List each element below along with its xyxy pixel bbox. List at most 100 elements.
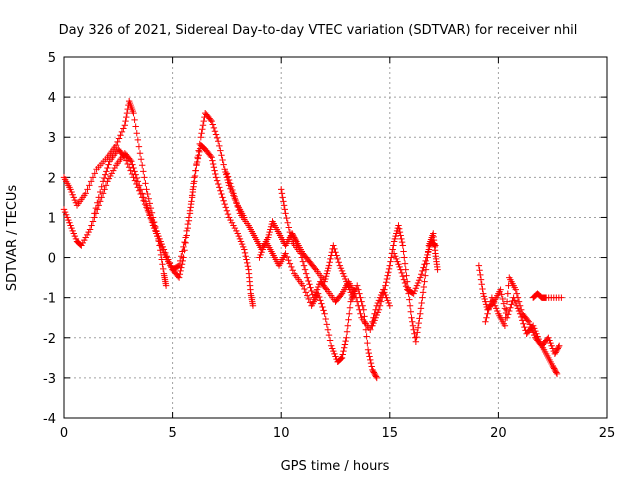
data-point-2-7-2 (149, 219, 157, 226)
data-point-1-23-5 (218, 190, 225, 198)
data-point-0-1-1 (68, 188, 75, 196)
data-point-7-3-1 (411, 287, 418, 295)
data-point-6-5-5 (398, 238, 406, 246)
data-point-4-17-3 (367, 356, 374, 364)
data-point-6-5-3 (397, 232, 404, 239)
data-point-0-11-1 (144, 190, 151, 198)
data-point-3-16 (325, 262, 333, 269)
data-point-1-5-5 (102, 182, 110, 189)
data-point-2-15-2 (199, 126, 206, 133)
data-point-2-5-1 (131, 177, 139, 184)
data-point-5-3-4 (301, 266, 309, 273)
data-point-7-6-4 (430, 240, 438, 248)
data-point-7-1-3 (400, 276, 408, 283)
data-point-5-11-2 (354, 298, 361, 305)
series-5 (278, 186, 393, 333)
data-point-6-10-1 (417, 305, 425, 312)
data-point-5-11-1 (352, 294, 360, 301)
data-point-6-1-5 (381, 286, 388, 293)
data-point-6-4 (390, 238, 398, 245)
data-point-6-0-4 (373, 311, 380, 319)
data-point-3-1-2 (232, 196, 239, 204)
data-point-7-4-5 (422, 257, 429, 265)
data-point-0-11-4 (147, 204, 155, 212)
data-point-5-0-1 (278, 190, 286, 197)
data-point-6-9-3 (414, 324, 422, 331)
data-point-0-10-2 (138, 162, 146, 169)
data-point-1-30 (249, 302, 257, 309)
y-tick-label-8: 4 (48, 91, 56, 106)
x-tick-label-3: 15 (382, 426, 399, 441)
data-point-3-15-3 (323, 270, 331, 277)
data-point-7-0-5 (396, 263, 403, 271)
data-point-8-0-4 (478, 281, 485, 288)
data-point-1-23-4 (217, 187, 224, 194)
data-point-4-9-2 (323, 321, 331, 328)
data-point-8-4 (497, 286, 504, 293)
data-point-3-18-1 (337, 265, 345, 272)
data-point-2-17 (208, 117, 215, 125)
data-point-7-5-2 (424, 249, 432, 256)
data-point-7-4-4 (421, 261, 428, 268)
data-point-4-14 (347, 298, 354, 305)
data-point-6-0-1 (370, 319, 377, 327)
data-point-6-1-3 (378, 294, 386, 301)
data-point-8-4-4 (501, 305, 509, 312)
data-point-2-11-4 (178, 261, 186, 268)
data-point-2-19-1 (222, 168, 229, 176)
data-point-0-9-5 (135, 143, 143, 150)
data-point-1-0 (60, 206, 68, 213)
data-point-9-7-4 (529, 329, 537, 336)
data-point-5-3 (297, 250, 304, 257)
data-point-2-0-1 (92, 204, 100, 212)
data-point-3-1-5 (235, 206, 243, 214)
data-point-0-10-3 (140, 168, 147, 175)
data-point-8-4-1 (498, 291, 505, 298)
data-point-9-10-2 (547, 339, 554, 347)
data-point-6-10-5 (420, 283, 428, 291)
data-point-9-7-2 (527, 323, 535, 331)
data-point-3-10-5 (292, 236, 299, 244)
data-point-1-26-3 (237, 238, 245, 245)
data-point-2-18-4 (219, 156, 226, 164)
data-point-1-3-1 (79, 239, 87, 247)
data-point-6-4-2 (392, 232, 399, 240)
data-point-2-15-1 (198, 130, 205, 137)
data-point-6-5-1 (396, 225, 403, 233)
data-point-4-8-1 (316, 293, 323, 301)
data-point-2-14-2 (193, 160, 200, 168)
data-point-2-8-1 (155, 232, 162, 240)
data-point-4-13-1 (343, 328, 351, 335)
data-point-1-6-5 (111, 164, 118, 172)
data-point-4-9-5 (326, 337, 334, 344)
data-point-3-18-5 (342, 275, 349, 283)
data-point-6-1-1 (376, 302, 384, 309)
data-point-1-22-1 (209, 157, 216, 164)
data-point-1-1-5 (72, 235, 80, 243)
data-point-3-15-1 (322, 275, 329, 283)
data-point-6-6 (399, 242, 407, 249)
data-point-2-5-3 (134, 184, 142, 191)
data-point-9-6-5 (524, 317, 531, 324)
data-point-2-1-3 (103, 168, 110, 175)
data-point-2-1-4 (104, 164, 111, 172)
data-point-5-3-3 (300, 262, 308, 269)
data-point-4-4-4 (288, 263, 295, 271)
data-point-6-9-4 (415, 319, 422, 327)
x-axis-label: GPS time / hours (281, 459, 390, 474)
data-point-0-7-3 (123, 109, 131, 117)
data-point-9-0-2 (484, 310, 491, 317)
data-point-1-10 (134, 178, 142, 185)
data-point-4-9-1 (322, 315, 329, 323)
series-9 (482, 274, 563, 358)
data-point-6-9-2 (414, 329, 421, 336)
data-point-7-4-1 (418, 271, 425, 278)
data-point-0-10 (136, 150, 144, 157)
data-point-2-15 (197, 134, 205, 141)
data-point-6-10-2 (418, 299, 425, 307)
data-point-8-0-1 (476, 267, 483, 274)
data-point-0-7 (121, 121, 129, 129)
data-point-0-1 (67, 186, 74, 193)
data-point-5-15-5 (385, 299, 392, 307)
